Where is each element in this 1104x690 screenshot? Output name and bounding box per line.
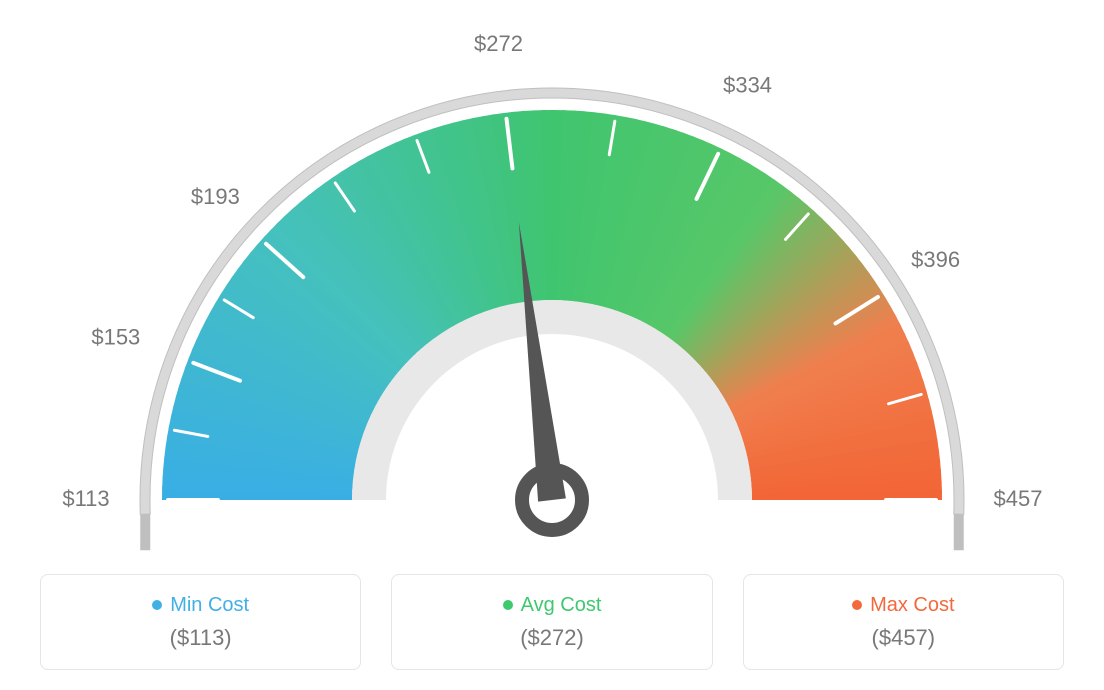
tick-label: $457 (994, 486, 1043, 511)
legend-label-max: Max Cost (870, 594, 954, 617)
legend-dot-min (152, 600, 162, 610)
legend-card-max: Max Cost ($457) (743, 574, 1064, 670)
legend-top-avg: Avg Cost (503, 594, 602, 617)
legend-card-avg: Avg Cost ($272) (391, 574, 712, 670)
tick-label: $113 (62, 486, 109, 511)
legend-dot-avg (503, 600, 513, 610)
cost-gauge-chart: $113 $153 $193 $272 $334 $396 $457 (0, 0, 1104, 560)
tick-label: $153 (91, 324, 140, 349)
tick-label: $334 (723, 72, 772, 97)
legend-label-min: Min Cost (170, 594, 249, 617)
legend-top-max: Max Cost (852, 594, 954, 617)
legend-row: Min Cost ($113) Avg Cost ($272) Max Cost… (40, 574, 1064, 670)
legend-value-max: ($457) (872, 625, 936, 651)
gauge-svg: $113 $153 $193 $272 $334 $396 $457 (0, 0, 1104, 560)
legend-top-min: Min Cost (152, 594, 249, 617)
legend-dot-max (852, 600, 862, 610)
legend-label-avg: Avg Cost (521, 594, 602, 617)
legend-value-avg: ($272) (520, 625, 584, 651)
legend-card-min: Min Cost ($113) (40, 574, 361, 670)
legend-value-min: ($113) (170, 625, 232, 651)
tick-label: $272 (474, 31, 523, 56)
tick-label: $396 (911, 247, 960, 272)
tick-label: $193 (191, 184, 240, 209)
